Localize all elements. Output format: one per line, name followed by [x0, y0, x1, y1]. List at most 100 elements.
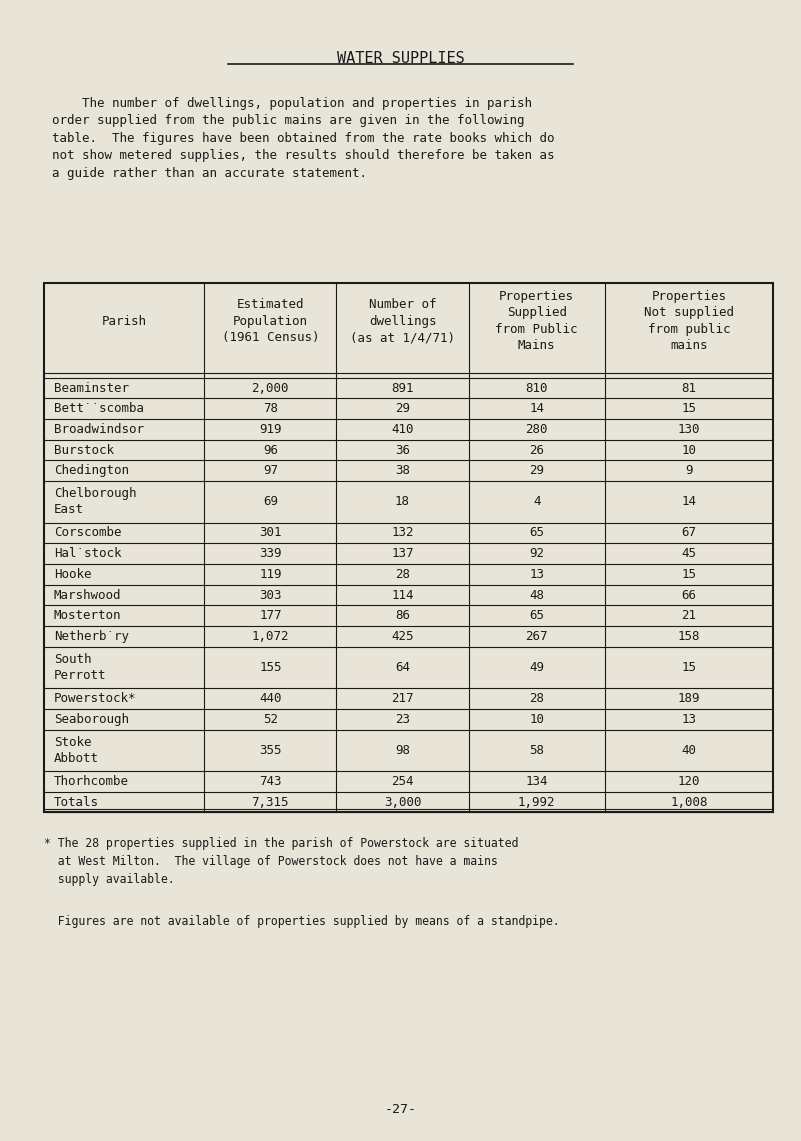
- Text: 92: 92: [529, 548, 544, 560]
- Text: 1,008: 1,008: [670, 795, 707, 809]
- Text: 891: 891: [391, 381, 414, 395]
- Text: 254: 254: [391, 775, 414, 787]
- Text: 15: 15: [682, 568, 696, 581]
- Text: 48: 48: [529, 589, 544, 601]
- Text: Corscombe: Corscombe: [54, 526, 121, 540]
- Text: Chelborough
East: Chelborough East: [54, 487, 136, 517]
- Text: 67: 67: [682, 526, 696, 540]
- Text: 98: 98: [395, 744, 410, 756]
- Text: Totals: Totals: [54, 795, 99, 809]
- Text: 303: 303: [259, 589, 282, 601]
- Text: 410: 410: [391, 423, 414, 436]
- Text: 65: 65: [529, 526, 544, 540]
- Text: 217: 217: [391, 693, 414, 705]
- Text: 14: 14: [682, 495, 696, 509]
- Text: 155: 155: [259, 661, 282, 674]
- Text: 49: 49: [529, 661, 544, 674]
- Text: 13: 13: [529, 568, 544, 581]
- Text: Marshwood: Marshwood: [54, 589, 121, 601]
- Text: 18: 18: [395, 495, 410, 509]
- Text: 1,072: 1,072: [252, 630, 289, 642]
- Text: 137: 137: [391, 548, 414, 560]
- Text: Netherḃry: Netherḃry: [54, 630, 129, 642]
- Text: Hal̇stock: Hal̇stock: [54, 548, 121, 560]
- Text: 339: 339: [259, 548, 282, 560]
- Text: Burstock: Burstock: [54, 444, 114, 456]
- Text: Parish: Parish: [102, 315, 147, 327]
- Text: 355: 355: [259, 744, 282, 756]
- Text: 130: 130: [678, 423, 700, 436]
- Text: South
Perrott: South Perrott: [54, 653, 107, 682]
- Text: WATER SUPPLIES: WATER SUPPLIES: [336, 51, 465, 66]
- Text: 66: 66: [682, 589, 696, 601]
- Text: Properties
Not supplied
from public
mains: Properties Not supplied from public main…: [644, 290, 734, 353]
- Text: 28: 28: [529, 693, 544, 705]
- Text: 38: 38: [395, 464, 410, 477]
- Text: 15: 15: [682, 661, 696, 674]
- Text: Chedington: Chedington: [54, 464, 129, 477]
- Text: 301: 301: [259, 526, 282, 540]
- Text: 28: 28: [395, 568, 410, 581]
- Text: 280: 280: [525, 423, 548, 436]
- Text: Beaminster: Beaminster: [54, 381, 129, 395]
- Text: Number of
dwellings
(as at 1/4/71): Number of dwellings (as at 1/4/71): [350, 298, 455, 345]
- Text: Properties
Supplied
from Public
Mains: Properties Supplied from Public Mains: [496, 290, 578, 353]
- Text: 26: 26: [529, 444, 544, 456]
- Text: * The 28 properties supplied in the parish of Powerstock are situated
  at West : * The 28 properties supplied in the pari…: [44, 837, 518, 887]
- Text: 10: 10: [682, 444, 696, 456]
- Text: 45: 45: [682, 548, 696, 560]
- Text: 52: 52: [263, 713, 278, 726]
- Text: 9: 9: [685, 464, 693, 477]
- Text: 64: 64: [395, 661, 410, 674]
- Text: 78: 78: [263, 403, 278, 415]
- Text: 86: 86: [395, 609, 410, 622]
- Text: 425: 425: [391, 630, 414, 642]
- Text: 40: 40: [682, 744, 696, 756]
- Text: 96: 96: [263, 444, 278, 456]
- Text: Stoke
Abbott: Stoke Abbott: [54, 736, 99, 764]
- Text: 810: 810: [525, 381, 548, 395]
- Text: Powerstock*: Powerstock*: [54, 693, 136, 705]
- Text: 10: 10: [529, 713, 544, 726]
- Text: The number of dwellings, population and properties in parish
order supplied from: The number of dwellings, population and …: [52, 97, 554, 180]
- Text: 65: 65: [529, 609, 544, 622]
- Text: 919: 919: [259, 423, 282, 436]
- Text: Seaborough: Seaborough: [54, 713, 129, 726]
- Text: Figures are not available of properties supplied by means of a standpipe.: Figures are not available of properties …: [44, 915, 560, 928]
- Text: -27-: -27-: [384, 1103, 417, 1116]
- Text: Broadwindsor: Broadwindsor: [54, 423, 143, 436]
- Text: 2,000: 2,000: [252, 381, 289, 395]
- Text: 743: 743: [259, 775, 282, 787]
- Text: Mosterton: Mosterton: [54, 609, 121, 622]
- Text: 267: 267: [525, 630, 548, 642]
- Text: 23: 23: [395, 713, 410, 726]
- Text: 440: 440: [259, 693, 282, 705]
- Text: 3,000: 3,000: [384, 795, 421, 809]
- Text: Hooke: Hooke: [54, 568, 91, 581]
- Text: Betṫ̇scomba: Betṫ̇scomba: [54, 403, 143, 415]
- Text: 177: 177: [259, 609, 282, 622]
- Text: 189: 189: [678, 693, 700, 705]
- Text: 69: 69: [263, 495, 278, 509]
- Text: 158: 158: [678, 630, 700, 642]
- Text: 4: 4: [533, 495, 541, 509]
- Text: 132: 132: [391, 526, 414, 540]
- Text: 29: 29: [529, 464, 544, 477]
- Text: 119: 119: [259, 568, 282, 581]
- Text: 21: 21: [682, 609, 696, 622]
- Text: 97: 97: [263, 464, 278, 477]
- Text: 13: 13: [682, 713, 696, 726]
- Text: 1,992: 1,992: [518, 795, 555, 809]
- Text: Estimated
Population
(1961 Census): Estimated Population (1961 Census): [222, 298, 319, 345]
- Text: 7,315: 7,315: [252, 795, 289, 809]
- Text: 29: 29: [395, 403, 410, 415]
- Text: 114: 114: [391, 589, 414, 601]
- Text: 15: 15: [682, 403, 696, 415]
- Text: 120: 120: [678, 775, 700, 787]
- Text: 58: 58: [529, 744, 544, 756]
- Text: 14: 14: [529, 403, 544, 415]
- Text: 81: 81: [682, 381, 696, 395]
- Text: Thorhcombe: Thorhcombe: [54, 775, 129, 787]
- Text: 134: 134: [525, 775, 548, 787]
- Text: 36: 36: [395, 444, 410, 456]
